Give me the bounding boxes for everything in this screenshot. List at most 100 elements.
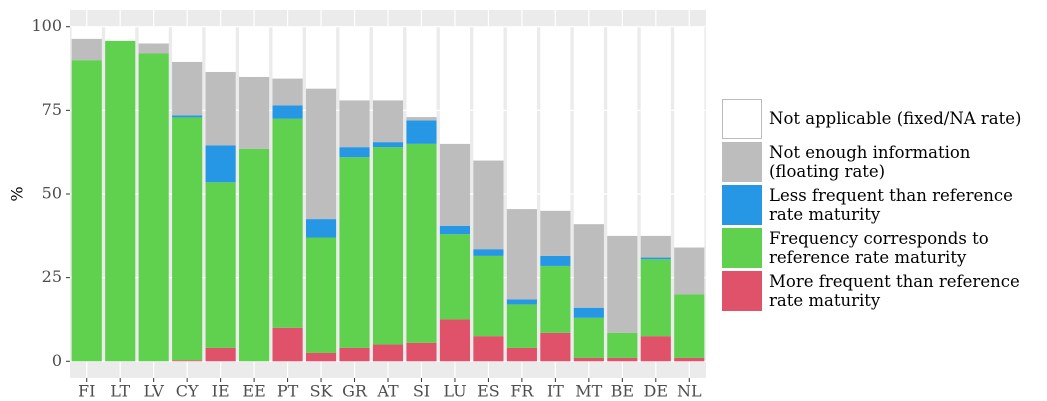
bar-segment xyxy=(205,347,236,362)
x-tick-label: SI xyxy=(413,382,430,401)
bar-segment xyxy=(506,347,537,362)
bar-segment xyxy=(439,143,471,226)
bar-segment xyxy=(406,143,437,343)
y-axis-label: % xyxy=(8,186,27,201)
bar-segment xyxy=(172,26,203,62)
bar-segment xyxy=(506,299,537,305)
y-tick-label: 75 xyxy=(42,100,62,119)
bar-segment xyxy=(239,148,270,362)
legend-item: Frequency corresponds to reference rate … xyxy=(722,226,1021,269)
bar-segment xyxy=(138,26,169,44)
legend-key xyxy=(722,227,762,268)
legend-label: Not enough information (floating rate) xyxy=(769,142,971,181)
bar-segment xyxy=(607,235,638,333)
bar-segment xyxy=(640,26,671,236)
bar-segment xyxy=(540,332,571,362)
bar-segment xyxy=(305,88,337,220)
bar-segment xyxy=(305,219,337,238)
bar-segment xyxy=(172,61,203,116)
bar-segment xyxy=(506,209,537,300)
bar-segment xyxy=(607,357,638,362)
legend-key xyxy=(722,98,762,139)
x-tick-label: LU xyxy=(443,382,466,401)
x-tick-label: LT xyxy=(110,382,130,401)
bar-segment xyxy=(172,115,203,118)
bar-segment xyxy=(406,26,437,118)
bar-segment xyxy=(205,182,236,348)
x-tick-label: AT xyxy=(376,382,399,401)
bar-segment xyxy=(439,26,471,144)
bar-segment xyxy=(272,78,303,106)
x-tick-label: PT xyxy=(277,382,299,401)
bar-segment xyxy=(305,237,337,353)
bar-segment xyxy=(305,26,337,89)
bar-segment xyxy=(540,265,571,333)
bar-segment xyxy=(339,26,370,101)
bar-segment xyxy=(205,145,236,183)
bar-segment xyxy=(205,26,236,72)
bar-segment xyxy=(674,247,705,295)
bar-segment xyxy=(372,26,404,101)
bar-segment xyxy=(573,224,604,308)
bar-segment xyxy=(71,60,102,362)
bar-segment xyxy=(372,100,404,143)
bar-segment xyxy=(573,307,604,318)
legend-label: Not applicable (fixed/NA rate) xyxy=(769,109,1022,128)
bar-segment xyxy=(540,210,571,256)
bar-segment xyxy=(573,357,604,362)
x-tick-label: FI xyxy=(78,382,95,401)
bar-segment xyxy=(674,357,705,362)
legend-item: Not applicable (fixed/NA rate) xyxy=(722,97,1021,140)
x-tick-label: ES xyxy=(477,382,500,401)
legend-item: Less frequent than reference rate maturi… xyxy=(722,183,1021,226)
bar-segment xyxy=(640,235,671,258)
bar-segment xyxy=(406,342,437,362)
legend-key xyxy=(722,270,762,311)
x-tick-label: LV xyxy=(144,382,165,401)
x-tick-label: GR xyxy=(342,382,368,401)
bar-segment xyxy=(607,26,638,236)
bar-segment xyxy=(305,352,337,362)
bar-segment xyxy=(339,347,370,362)
bar-segment xyxy=(138,53,169,362)
bar-segment xyxy=(138,43,169,54)
bar-segment xyxy=(272,327,303,362)
bar-segment xyxy=(506,26,537,210)
legend-label: Frequency corresponds to reference rate … xyxy=(769,228,989,267)
bar-segment xyxy=(640,336,671,362)
bar-segment xyxy=(272,118,303,328)
x-tick-label: MT xyxy=(575,382,602,401)
x-tick-label: BE xyxy=(611,382,634,401)
bar-segment xyxy=(71,38,102,61)
bar-segment xyxy=(339,157,370,348)
bar-segment xyxy=(372,147,404,345)
bar-segment xyxy=(674,26,705,248)
bar-segment xyxy=(406,120,437,144)
bar-segment xyxy=(372,344,404,362)
bar-segment xyxy=(372,142,404,148)
bar-segment xyxy=(540,26,571,211)
y-tick-label: 100 xyxy=(31,16,62,35)
y-tick-label: 0 xyxy=(52,351,62,370)
bar-segment xyxy=(105,26,136,41)
x-tick-label: SK xyxy=(310,382,334,401)
bar-segment xyxy=(573,26,604,225)
bar-segment xyxy=(439,319,471,362)
bar-segment xyxy=(105,40,136,362)
bar-segment xyxy=(439,234,471,320)
x-tick-label: NL xyxy=(677,382,702,401)
bar-segment xyxy=(674,294,705,358)
bar-segment xyxy=(172,360,203,362)
bar-segment xyxy=(473,336,504,362)
bar-segment xyxy=(473,26,504,161)
bar-segment xyxy=(339,100,370,148)
bar-segment xyxy=(439,225,471,235)
bar-segment xyxy=(607,332,638,358)
y-tick-label: 25 xyxy=(42,267,62,286)
legend-item: Not enough information (floating rate) xyxy=(722,140,1021,183)
x-tick-label: DE xyxy=(644,382,669,401)
x-tick-label: IE xyxy=(212,382,230,401)
bar-segment xyxy=(239,76,270,149)
